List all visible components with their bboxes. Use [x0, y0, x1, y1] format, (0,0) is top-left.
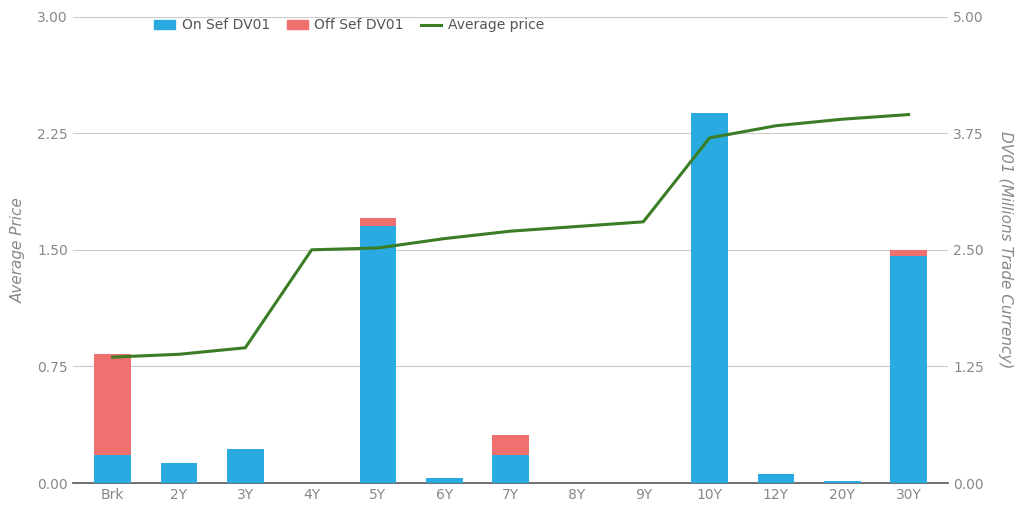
- Bar: [758, 475, 795, 483]
- Bar: [890, 250, 927, 256]
- Legend: On Sef DV01, Off Sef DV01, Average price: On Sef DV01, Off Sef DV01, Average price: [150, 14, 549, 36]
- Bar: [824, 481, 860, 483]
- Bar: [94, 455, 131, 483]
- Bar: [161, 463, 198, 483]
- Y-axis label: DV01 (Millions Trade Currency): DV01 (Millions Trade Currency): [998, 131, 1013, 368]
- Bar: [94, 354, 131, 455]
- Bar: [691, 113, 728, 483]
- Bar: [227, 449, 263, 483]
- Y-axis label: Average Price: Average Price: [11, 197, 26, 303]
- Bar: [890, 256, 927, 483]
- Bar: [493, 455, 528, 483]
- Bar: [493, 435, 528, 455]
- Bar: [426, 478, 463, 483]
- Bar: [359, 227, 396, 483]
- Bar: [359, 218, 396, 227]
